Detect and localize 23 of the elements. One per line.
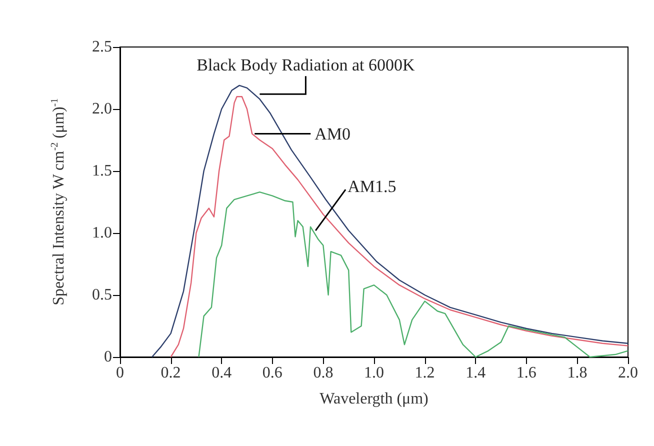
x-tick-label: 1.0 [364, 364, 384, 382]
y-tick-label: 1.5 [92, 162, 112, 180]
x-axis-title: Wavelergth (μm) [320, 390, 428, 408]
x-tick-label: 0.2 [160, 364, 181, 382]
x-tick-label: 1.6 [516, 364, 536, 382]
y-tick-label: 2.0 [92, 100, 112, 118]
y-axis-title: Spectral Intensity W cm-2 (μm)-1 [50, 98, 68, 306]
annotation: AM0 [314, 124, 351, 144]
line-series [198, 191, 629, 358]
annotation: Black Body Radiation at 6000K [196, 56, 416, 75]
x-tick-label: 1.4 [466, 364, 486, 382]
x-tick-label: 0 [116, 364, 124, 382]
x-tick-label: 0.6 [262, 364, 282, 382]
y-tick-label: 0.5 [92, 286, 112, 304]
y-tick-label: 1.0 [92, 224, 112, 242]
x-tick-label: 1.2 [414, 364, 435, 382]
annotation: AM1.5 [348, 177, 396, 196]
y-tick-label: 0 [104, 348, 112, 366]
x-tick-label: 2.0 [618, 364, 638, 382]
x-tick-label: 0.4 [212, 364, 232, 382]
y-tick-label: 2.5 [92, 38, 112, 56]
x-tick-label: 1.8 [567, 364, 588, 382]
x-tick-label: 0.8 [313, 364, 334, 382]
